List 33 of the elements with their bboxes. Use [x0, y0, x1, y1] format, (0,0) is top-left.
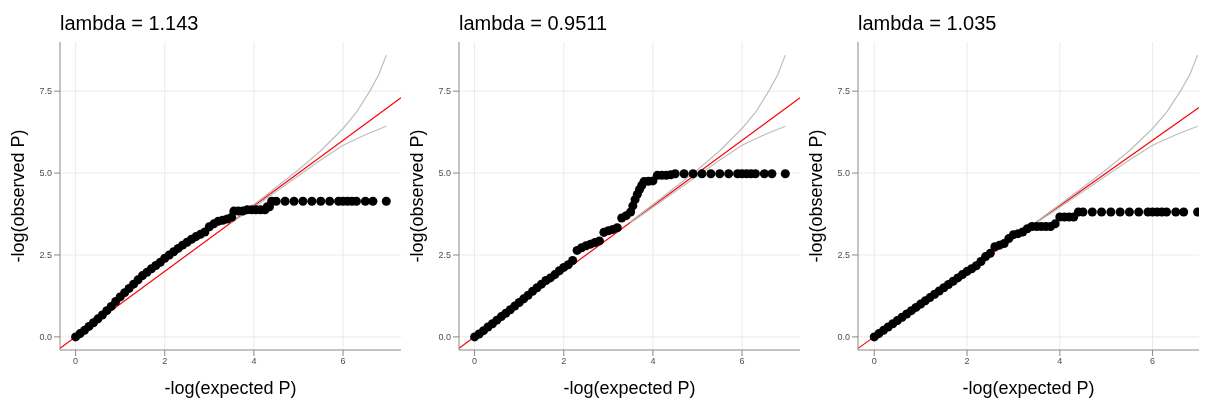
x-axis-title: -log(expected P): [563, 378, 696, 398]
y-tick-label: 0.0: [39, 332, 52, 343]
y-tick-label: 7.5: [837, 86, 850, 97]
x-tick-label: 6: [1150, 356, 1156, 367]
x-axis-title: -log(expected P): [962, 378, 1095, 398]
y-tick-label: 5.0: [837, 168, 850, 179]
chart-title: lambda = 1.035: [857, 11, 998, 36]
x-tick-label: 4: [251, 356, 257, 367]
x-tick-label: 2: [162, 356, 168, 367]
y-tick-label: 2.5: [438, 250, 451, 261]
y-axis-title: -log(observed P): [8, 129, 29, 263]
y-tick-label: 0.0: [438, 332, 451, 343]
x-tick-label: 0: [871, 356, 877, 367]
chart-title: lambda = 1.143: [59, 11, 200, 36]
x-tick-label: 2: [964, 356, 970, 367]
y-tick-label: 0.0: [837, 332, 850, 343]
y-tick-label: 2.5: [39, 250, 52, 261]
x-tick-label: 0: [472, 356, 478, 367]
x-tick-label: 4: [650, 356, 656, 367]
y-tick-label: 7.5: [438, 86, 451, 97]
y-axis-title: -log(observed P): [407, 129, 428, 263]
y-tick-label: 2.5: [837, 250, 850, 261]
y-tick-label: 5.0: [438, 168, 451, 179]
x-tick-label: 0: [73, 356, 79, 367]
y-axis-title: -log(observed P): [806, 129, 827, 263]
x-axis-title: -log(expected P): [164, 378, 297, 398]
x-tick-label: 2: [561, 356, 567, 367]
x-tick-label: 6: [340, 356, 346, 367]
chart-title: lambda = 0.9511: [458, 11, 609, 36]
y-tick-label: 5.0: [39, 168, 52, 179]
x-tick-label: 4: [1057, 356, 1063, 367]
y-tick-label: 7.5: [39, 86, 52, 97]
x-tick-label: 6: [739, 356, 745, 367]
